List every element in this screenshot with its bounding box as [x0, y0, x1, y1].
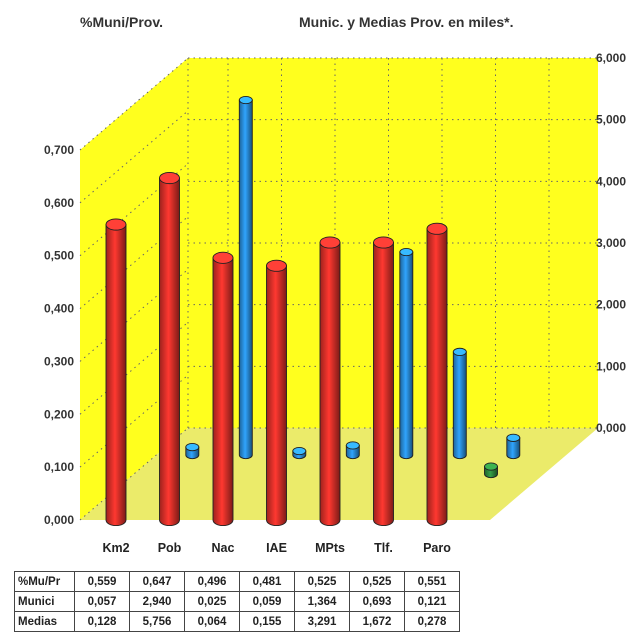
bar-pct-mpts: [319, 236, 341, 527]
category-label: Tlf.: [374, 541, 393, 555]
table-cell: 0,057: [74, 591, 130, 612]
left-tick-label: 0,100: [44, 460, 74, 474]
row-label: Munici: [14, 591, 75, 612]
bar-pct-tlf: [373, 236, 394, 527]
left-axis-title: %Muni/Prov.: [80, 14, 163, 30]
table-cell: 2,940: [129, 591, 185, 612]
table-cell: 1,364: [294, 591, 350, 612]
table-cell: 0,278: [404, 611, 460, 632]
table-row: Munici 0,057 2,940 0,025 0,059 1,364 0,693 0,12…: [14, 591, 460, 612]
bar-medias-mpts: [399, 247, 414, 460]
bars: [105, 95, 521, 527]
right-tick-label: 1,000: [596, 359, 626, 373]
bar-medias-km2: [185, 443, 200, 460]
table-cell: 1,672: [349, 611, 405, 632]
left-tick-label: 0,600: [44, 196, 74, 210]
table-cell: 0,025: [184, 591, 240, 612]
table-cell: 0,128: [74, 611, 130, 632]
table-cell: 3,291: [294, 611, 350, 632]
bar-pct-km2: [105, 218, 127, 527]
left-tick-label: 0,700: [44, 143, 74, 157]
left-tick-label: 0,500: [44, 249, 74, 263]
right-tick-label: 5,000: [596, 113, 626, 127]
right-axis-ticks: 0,000 1,000 2,000 3,000 4,000 5,000 6,000: [596, 51, 626, 435]
bar-medias-iae: [345, 441, 360, 460]
data-table: %Mu/Pr 0,559 0,647 0,496 0,481 0,525 0,525 0,55…: [14, 571, 460, 632]
category-labels: Km2 Pob Nac IAE MPts Tlf. Paro: [102, 541, 451, 555]
table-cell: 0,155: [239, 611, 295, 632]
category-label: IAE: [266, 541, 287, 555]
left-tick-label: 0,400: [44, 302, 74, 316]
table-cell: 0,064: [184, 611, 240, 632]
table-cell: 0,693: [349, 591, 405, 612]
left-tick-label: 0,000: [44, 513, 74, 527]
category-label: MPts: [315, 541, 345, 555]
right-axis-title: Munic. y Medias Prov. en miles*.: [299, 14, 513, 30]
bar-pct-paro: [426, 222, 448, 527]
table-cell: 0,647: [129, 571, 185, 592]
left-axis-ticks: 0,000 0,100 0,200 0,300 0,400 0,500 0,600 0,700: [44, 143, 74, 527]
table-cell: 5,756: [129, 611, 185, 632]
right-tick-label: 0,000: [596, 421, 626, 435]
table-cell: 0,481: [239, 571, 295, 592]
table-cell: 0,059: [239, 591, 295, 612]
table-row: Medias 0,128 5,756 0,064 0,155 3,291 1,672 0,27…: [14, 611, 460, 632]
right-tick-label: 3,000: [596, 236, 626, 250]
right-tick-label: 6,000: [596, 51, 626, 65]
bar-medias-paro: [506, 433, 521, 460]
right-tick-label: 2,000: [596, 298, 626, 312]
bar-medias-pob: [238, 95, 253, 460]
table-cell: 0,525: [294, 571, 350, 592]
right-tick-label: 4,000: [596, 174, 626, 188]
bar-munici-paro: [484, 462, 498, 479]
left-tick-label: 0,300: [44, 354, 74, 368]
left-tick-label: 0,200: [44, 407, 74, 421]
category-label: Pob: [158, 541, 182, 555]
bar-medias-nac: [292, 446, 307, 460]
table-row: %Mu/Pr 0,559 0,647 0,496 0,481 0,525 0,525 0,55…: [14, 571, 460, 592]
category-label: Nac: [212, 541, 235, 555]
category-label: Km2: [102, 541, 129, 555]
bar-pct-nac: [212, 251, 234, 527]
bar-pct-pob: [159, 171, 180, 527]
chart-svg: 0,000 0,100 0,200 0,300 0,400 0,500 0,600 0,700…: [44, 14, 626, 555]
table-cell: 0,525: [349, 571, 405, 592]
row-label: Medias: [14, 611, 75, 632]
table-cell: 0,121: [404, 591, 460, 612]
bar-medias-tlf: [452, 347, 467, 460]
bar-pct-iae: [266, 259, 287, 527]
category-label: Paro: [423, 541, 451, 555]
table-cell: 0,551: [404, 571, 460, 592]
table-cell: 0,559: [74, 571, 130, 592]
table-cell: 0,496: [184, 571, 240, 592]
row-label: %Mu/Pr: [14, 571, 75, 592]
